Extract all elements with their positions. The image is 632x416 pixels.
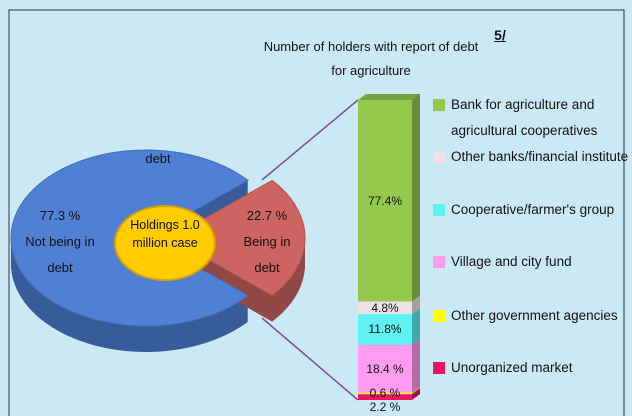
legend-label: Other banks/financial institute	[451, 149, 629, 164]
bar-segment	[358, 314, 412, 345]
bar-value-label: 18.4 %	[366, 361, 404, 376]
legend-swatch	[433, 310, 445, 322]
bar-value-label: 11.8%	[368, 322, 402, 337]
bar-side	[412, 388, 420, 400]
chart-title: Number of holders with report of debt fo…	[263, 39, 479, 78]
bar-segment	[358, 100, 412, 302]
pie-category-label: Not being in debt	[25, 234, 95, 275]
legend-label: Unorganized market	[451, 360, 573, 375]
bar-segment	[358, 394, 412, 400]
legend-label: Village and city fund	[451, 254, 572, 269]
bar-segment	[358, 392, 412, 395]
center-label: Holdings 1.0 million case	[130, 218, 200, 250]
pie-title: debt	[145, 151, 171, 166]
bar-top	[358, 94, 420, 100]
bar-side	[412, 338, 420, 393]
legend-label: Other government agencies	[451, 308, 618, 323]
pie-value-label: 22.7 %	[246, 208, 288, 223]
bar-side	[412, 386, 420, 395]
bar-value-label: 4.8%	[371, 300, 399, 315]
connector	[261, 317, 359, 401]
legend-swatch	[433, 99, 445, 111]
pie-value-label: 77.3 %	[39, 208, 81, 223]
connector	[261, 99, 359, 181]
legend-label: Cooperative/farmer's group	[451, 202, 615, 217]
bar-side	[412, 94, 420, 302]
legend-swatch	[433, 204, 445, 216]
bar-side	[412, 295, 420, 315]
footnote: 5/	[494, 27, 506, 43]
legend-swatch	[433, 151, 445, 163]
pie-category-label: Being in debt	[243, 234, 291, 275]
legend-swatch	[433, 362, 445, 374]
bar-value-label: 0.6 %	[369, 386, 401, 401]
bar-side	[412, 308, 420, 345]
legend-swatch	[433, 256, 445, 268]
bar-value-label: 77.4%	[367, 193, 403, 208]
center-badge	[114, 205, 216, 281]
frame	[8, 9, 625, 416]
bar-segment	[358, 301, 412, 315]
pie-slice	[168, 179, 306, 297]
bar-segment	[358, 344, 412, 393]
legend-label: Bank for agriculture and agricultural co…	[451, 97, 598, 138]
bar-value-label: 2.2 %	[369, 400, 401, 415]
